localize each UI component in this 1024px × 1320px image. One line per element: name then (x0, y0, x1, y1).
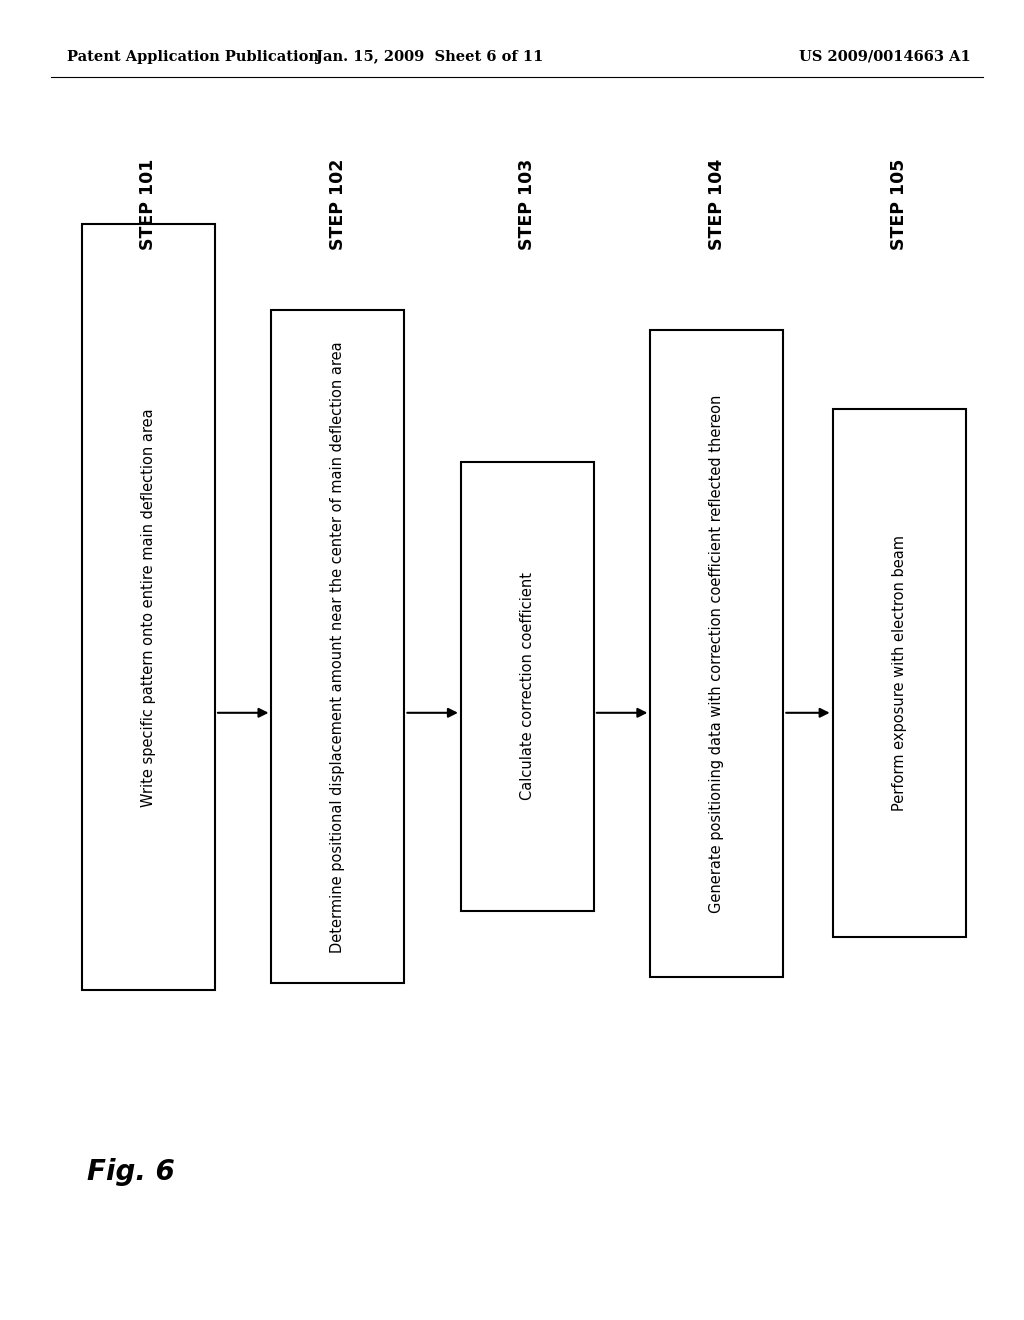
Text: Perform exposure with electron beam: Perform exposure with electron beam (892, 535, 906, 812)
Text: STEP 101: STEP 101 (139, 158, 158, 251)
Bar (461, 462, 594, 911)
Text: Generate positioning data with correction coefficient reflected thereon: Generate positioning data with correctio… (710, 395, 724, 912)
Bar (833, 409, 966, 937)
Bar (650, 330, 783, 977)
Text: STEP 104: STEP 104 (708, 158, 726, 251)
Text: US 2009/0014663 A1: US 2009/0014663 A1 (799, 50, 971, 63)
Text: STEP 102: STEP 102 (329, 158, 347, 251)
Bar (271, 310, 404, 983)
Text: Jan. 15, 2009  Sheet 6 of 11: Jan. 15, 2009 Sheet 6 of 11 (316, 50, 544, 63)
Text: Calculate correction coefficient: Calculate correction coefficient (520, 573, 535, 800)
Text: STEP 103: STEP 103 (518, 158, 537, 251)
Text: Write specific pattern onto entire main deflection area: Write specific pattern onto entire main … (141, 408, 156, 807)
Text: Patent Application Publication: Patent Application Publication (67, 50, 318, 63)
Text: Determine positional displacement amount near the center of main deflection area: Determine positional displacement amount… (331, 341, 345, 953)
Text: STEP 105: STEP 105 (890, 158, 908, 251)
Text: Fig. 6: Fig. 6 (87, 1158, 175, 1187)
Bar (82, 224, 215, 990)
